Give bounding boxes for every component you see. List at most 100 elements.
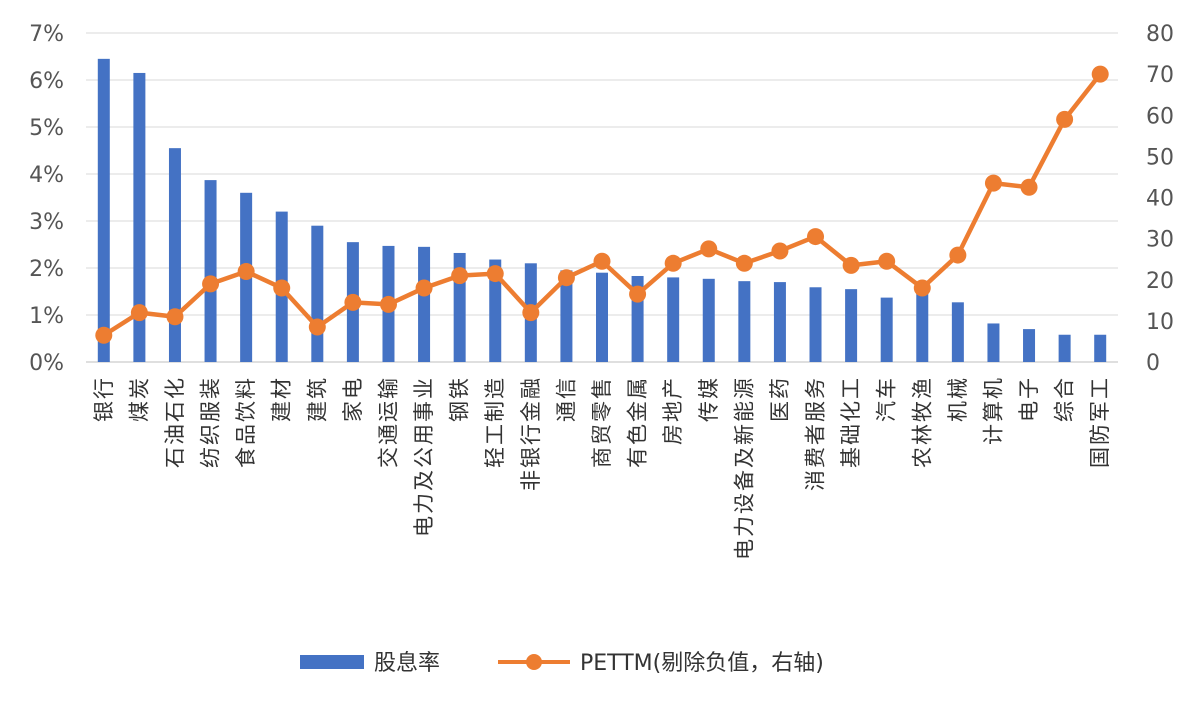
bar-房地产 — [667, 277, 680, 362]
right-axis-tick-label: 80 — [1146, 22, 1174, 47]
bar-series-dividend-yield — [97, 58, 1107, 362]
pettm-point-机械 — [949, 246, 967, 264]
pettm-point-轻工制造 — [486, 265, 504, 283]
bar-煤炭 — [133, 72, 146, 362]
category-label: 医药 — [768, 376, 792, 422]
pettm-point-钢铁 — [451, 267, 469, 285]
bar-轻工制造 — [489, 259, 502, 362]
left-axis-tick-label: 4% — [29, 163, 64, 188]
category-label: 家电 — [341, 376, 365, 422]
legend-bar-swatch — [300, 655, 364, 669]
left-axis-tick-label: 0% — [29, 351, 64, 376]
pettm-point-农林牧渔 — [913, 279, 931, 297]
pettm-point-商贸零售 — [593, 252, 611, 270]
bar-机械 — [951, 302, 964, 362]
left-axis-ticks: 0% 1% 2% 3% 4% 5% 6% 7% — [29, 22, 64, 376]
right-axis-tick-label: 70 — [1146, 63, 1174, 88]
right-axis-ticks: 0 10 20 30 40 50 60 70 80 — [1146, 22, 1174, 376]
left-axis-tick-label: 7% — [29, 22, 64, 47]
right-axis-tick-label: 40 — [1146, 187, 1174, 212]
category-label: 建材 — [270, 376, 294, 422]
pettm-point-基础化工 — [842, 256, 860, 274]
category-label: 建筑 — [305, 376, 329, 422]
pettm-point-通信 — [557, 269, 575, 287]
category-label: 商贸零售 — [590, 376, 614, 468]
right-axis-tick-label: 30 — [1146, 228, 1174, 253]
pettm-point-石油石化 — [166, 308, 184, 326]
category-label: 银行 — [92, 376, 116, 422]
bar-汽车 — [880, 297, 893, 362]
bar-农林牧渔 — [916, 292, 929, 362]
category-labels: 银行 煤炭 石油石化 纺织服装 食品饮料 建材 建筑 家电 交通运输 电力及公用事业 钢铁 轻工制造非… — [92, 376, 1112, 560]
right-axis-tick-label: 60 — [1146, 104, 1174, 129]
legend-label-line: PETTM(剔除负值，右轴) — [580, 651, 824, 676]
bar-商贸零售 — [596, 272, 608, 362]
legend-line-marker — [526, 654, 542, 670]
category-label: 煤炭 — [127, 376, 151, 422]
pettm-point-家电 — [344, 293, 362, 311]
bar-综合 — [1058, 334, 1071, 362]
bar-电力设备及新能源 — [738, 281, 751, 362]
category-label: 非银行金融 — [519, 376, 543, 491]
bar-国防军工 — [1094, 334, 1107, 362]
left-axis-tick-label: 6% — [29, 69, 64, 94]
left-axis-tick-label: 2% — [29, 257, 64, 282]
bar-传媒 — [702, 278, 715, 362]
category-label: 房地产 — [661, 376, 685, 445]
category-label: 综合 — [1053, 376, 1077, 422]
category-label: 农林牧渔 — [910, 376, 934, 468]
pettm-point-银行 — [95, 326, 113, 344]
pettm-point-国防军工 — [1091, 65, 1109, 83]
bar-计算机 — [987, 323, 1000, 362]
legend: 股息率 PETTM(剔除负值，右轴) — [300, 651, 824, 676]
pettm-point-纺织服装 — [202, 275, 220, 293]
pettm-point-非银行金融 — [522, 304, 540, 322]
bar-通信 — [560, 270, 573, 362]
pettm-point-汽车 — [878, 252, 896, 270]
category-label: 传媒 — [697, 376, 721, 422]
bar-石油石化 — [168, 148, 181, 362]
left-axis-tick-label: 5% — [29, 116, 64, 141]
category-label: 石油石化 — [163, 376, 187, 468]
category-label: 轻工制造 — [483, 376, 507, 468]
category-label: 基础化工 — [839, 376, 863, 468]
category-label: 消费者服务 — [804, 376, 828, 491]
pettm-point-电力及公用事业 — [415, 279, 433, 297]
category-label: 汽车 — [875, 376, 899, 422]
category-label: 有色金属 — [626, 376, 650, 468]
pettm-point-电力设备及新能源 — [735, 254, 753, 272]
pettm-point-煤炭 — [130, 304, 148, 322]
left-axis-tick-label: 3% — [29, 210, 64, 235]
pettm-point-交通运输 — [379, 295, 397, 313]
bar-基础化工 — [845, 289, 858, 362]
bar-建筑 — [311, 225, 324, 362]
gridlines — [86, 32, 1118, 363]
right-axis-tick-label: 50 — [1146, 145, 1174, 170]
category-label: 电子 — [1017, 376, 1041, 422]
category-label: 交通运输 — [376, 376, 400, 468]
category-label: 食品饮料 — [234, 376, 258, 468]
bar-消费者服务 — [809, 287, 822, 362]
category-label: 电力及公用事业 — [412, 376, 436, 537]
bar-电力及公用事业 — [418, 246, 431, 362]
bar-医药 — [773, 282, 786, 362]
category-label: 纺织服装 — [199, 376, 223, 468]
category-label: 机械 — [946, 376, 970, 422]
bar-纺织服装 — [204, 180, 217, 362]
pettm-point-计算机 — [984, 174, 1002, 192]
right-axis-tick-label: 0 — [1146, 351, 1160, 376]
pettm-point-建筑 — [308, 318, 326, 336]
right-axis-tick-label: 10 — [1146, 310, 1174, 335]
right-axis-tick-label: 20 — [1146, 269, 1174, 294]
bar-银行 — [97, 58, 110, 362]
category-label: 电力设备及新能源 — [732, 376, 756, 560]
pettm-point-有色金属 — [629, 285, 647, 303]
pettm-point-传媒 — [700, 240, 718, 258]
category-label: 国防军工 — [1088, 376, 1112, 468]
pettm-point-建材 — [273, 279, 291, 297]
category-label: 通信 — [554, 376, 578, 422]
category-label: 计算机 — [981, 376, 1005, 445]
line-series-pettm — [95, 65, 1109, 344]
